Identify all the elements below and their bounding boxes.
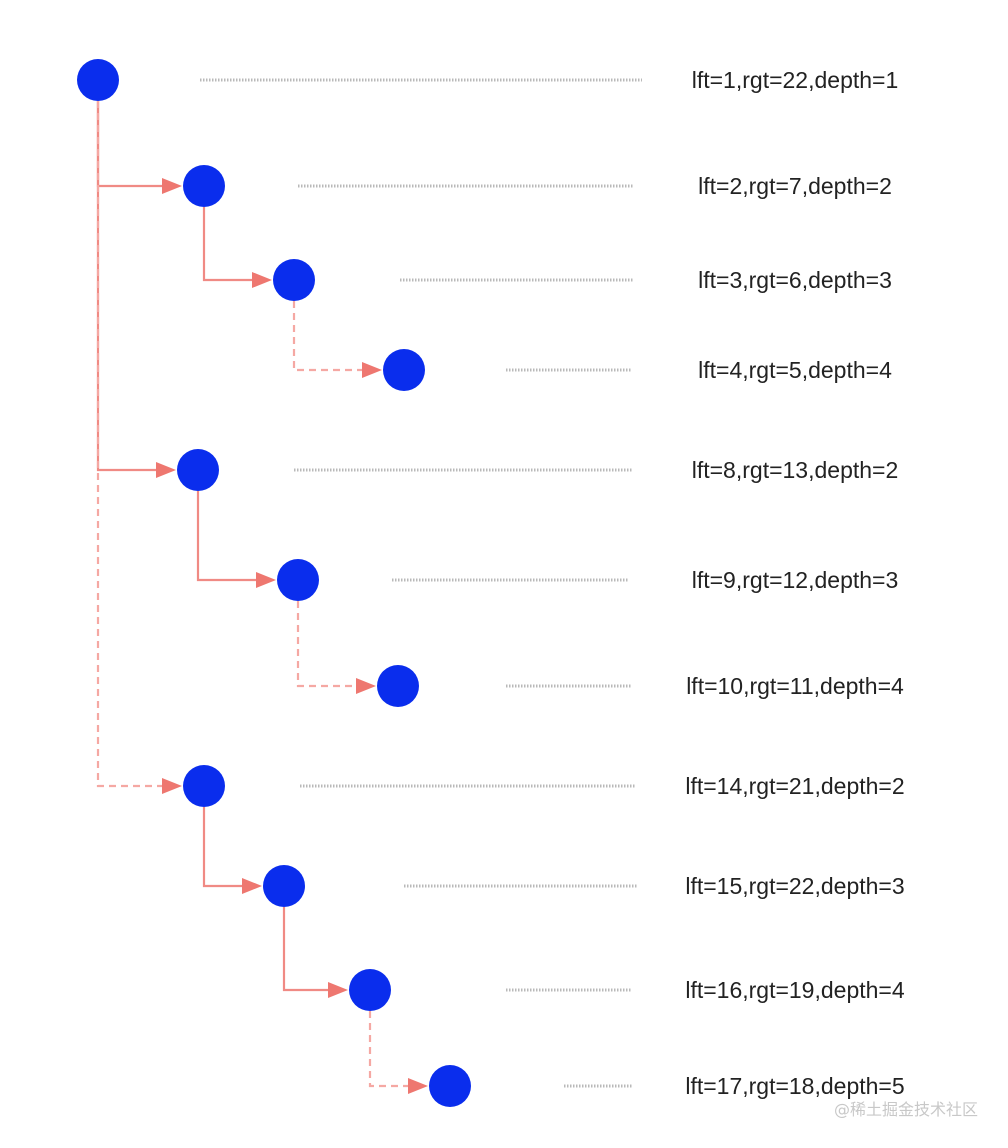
tree-node-n4 xyxy=(383,349,425,391)
edge-n5-n6 xyxy=(196,491,261,582)
tree-node-n10 xyxy=(349,969,391,1011)
edge-n1-n8 xyxy=(96,101,167,788)
leader-lines-layer xyxy=(200,78,642,1088)
node-label-n8: lft=14,rgt=21,depth=2 xyxy=(685,773,904,799)
labels-layer: lft=1,rgt=22,depth=1 lft=2,rgt=7,depth=2 l… xyxy=(685,67,905,1099)
arrowhead-n5 xyxy=(156,462,176,478)
arrowhead-n10 xyxy=(328,982,348,998)
tree-node-n8 xyxy=(183,765,225,807)
edge-n8-n9 xyxy=(202,807,247,888)
tree-node-n3 xyxy=(273,259,315,301)
tree-node-n11 xyxy=(429,1065,471,1107)
edge-n9-n10 xyxy=(282,907,333,992)
arrowhead-n6 xyxy=(256,572,276,588)
arrowhead-n8 xyxy=(162,778,182,794)
node-label-n5: lft=8,rgt=13,depth=2 xyxy=(692,457,899,483)
edge-n3-n4 xyxy=(292,301,367,372)
node-label-n9: lft=15,rgt=22,depth=3 xyxy=(685,873,904,899)
arrowhead-n9 xyxy=(242,878,262,894)
node-label-n4: lft=4,rgt=5,depth=4 xyxy=(698,357,892,383)
arrowhead-n11 xyxy=(408,1078,428,1094)
arrowhead-n2 xyxy=(162,178,182,194)
node-label-n6: lft=9,rgt=12,depth=3 xyxy=(692,567,899,593)
node-label-n7: lft=10,rgt=11,depth=4 xyxy=(686,673,904,699)
edge-n10-n11 xyxy=(368,1011,413,1088)
nodes-layer xyxy=(77,59,471,1107)
arrowhead-n7 xyxy=(356,678,376,694)
edge-n1-n2 xyxy=(96,101,167,188)
node-label-n11: lft=17,rgt=18,depth=5 xyxy=(685,1073,904,1099)
tree-node-n1 xyxy=(77,59,119,101)
edge-n2-n3 xyxy=(202,207,257,282)
watermark-text: @稀土掘金技术社区 xyxy=(834,1100,978,1119)
node-label-n1: lft=1,rgt=22,depth=1 xyxy=(692,67,899,93)
edges-layer xyxy=(96,101,428,1094)
edge-n1-n5 xyxy=(96,101,161,472)
edge-n6-n7 xyxy=(296,601,361,688)
node-label-n2: lft=2,rgt=7,depth=2 xyxy=(698,173,892,199)
tree-node-n5 xyxy=(177,449,219,491)
arrowhead-n4 xyxy=(362,362,382,378)
tree-node-n2 xyxy=(183,165,225,207)
node-label-n10: lft=16,rgt=19,depth=4 xyxy=(685,977,905,1003)
tree-node-n9 xyxy=(263,865,305,907)
arrowhead-n3 xyxy=(252,272,272,288)
tree-node-n7 xyxy=(377,665,419,707)
tree-node-n6 xyxy=(277,559,319,601)
node-label-n3: lft=3,rgt=6,depth=3 xyxy=(698,267,892,293)
